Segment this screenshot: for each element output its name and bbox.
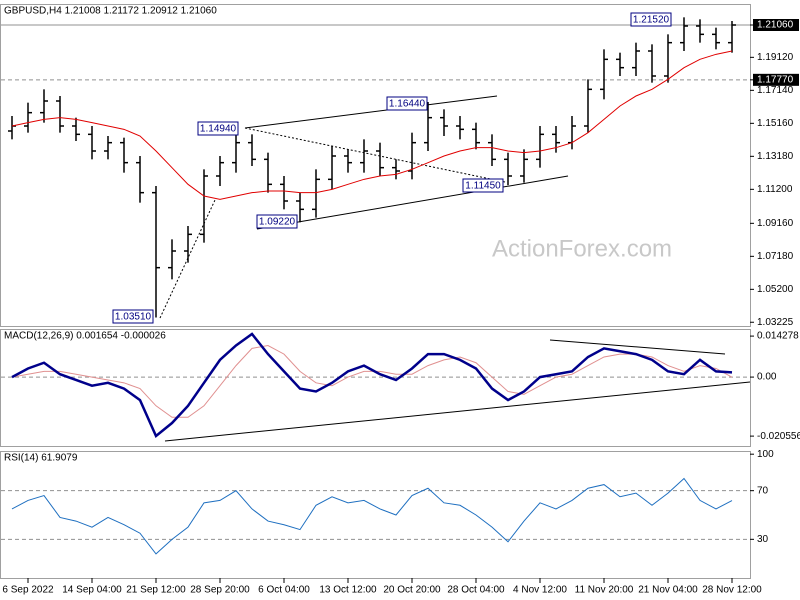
rsi-panel: [0, 451, 751, 579]
x-tick-label: 6 Sep 2022: [2, 585, 54, 596]
annotation-box: [462, 178, 504, 193]
x-tick-label: 13 Oct 12:00: [319, 585, 377, 596]
signal-line: [11, 344, 733, 418]
y-tick-label: 1.11200: [757, 184, 793, 195]
y-tick-label: 100: [757, 449, 774, 460]
price-marker: [753, 73, 799, 86]
macd-panel: [0, 329, 751, 447]
y-tick-label: 1.03225: [757, 317, 794, 328]
annotation-box: [386, 96, 428, 111]
trendline: [164, 381, 751, 442]
y-tick-label: 1.21060: [757, 20, 794, 31]
y-tick-label: 1.09160: [757, 218, 794, 229]
annotation-box: [256, 214, 298, 229]
x-tick-label: 28 Oct 04:00: [447, 585, 505, 596]
y-tick-label: -0.020556: [757, 431, 800, 442]
annotation-box: [630, 12, 672, 27]
annotation: 1.21520: [633, 15, 670, 26]
x-tick-label: 21 Sep 12:00: [126, 585, 186, 596]
annotation: 1.11450: [465, 181, 501, 192]
trendline: [244, 95, 498, 129]
annotation: 1.14940: [200, 124, 237, 135]
price-marker: [753, 19, 799, 31]
annotation: 1.09220: [259, 217, 296, 228]
price-panel: [0, 4, 751, 327]
y-tick-label: 1.13180: [757, 151, 794, 162]
moving-average: [11, 50, 733, 200]
macd-line: [11, 332, 733, 438]
macd-title: MACD(12,26,9) 0.001654 -0.000026: [4, 331, 166, 342]
y-tick-label: 70: [757, 485, 769, 496]
y-tick-label: 1.19120: [757, 52, 794, 63]
annotation: 1.16440: [389, 99, 426, 110]
y-tick-label: 1.05200: [757, 284, 794, 295]
y-tick-label: 1.07180: [757, 251, 794, 262]
annotation-box: [112, 309, 154, 324]
rsi-title: RSI(14) 61.9079: [4, 453, 78, 464]
y-tick-label: 1.15160: [757, 118, 794, 129]
x-tick-label: 6 Oct 04:00: [258, 585, 310, 596]
y-tick-label: 0.00: [757, 372, 777, 383]
y-tick-label: 1.17140: [757, 85, 794, 96]
x-tick-label: 28 Sep 20:00: [190, 585, 250, 596]
y-tick-label: 30: [757, 534, 769, 545]
x-tick-label: 28 Nov 12:00: [702, 585, 762, 596]
dotted-line: [244, 127, 506, 183]
rsi-line: [11, 477, 733, 555]
annotation: 1.03510: [115, 312, 152, 323]
trendline: [549, 339, 726, 355]
annotation-box: [197, 121, 239, 136]
x-tick-label: 14 Sep 04:00: [62, 585, 122, 596]
price-title: GBPUSD,H4 1.21008 1.21172 1.20912 1.2106…: [4, 6, 217, 17]
watermark: ActionForex.com: [492, 235, 672, 262]
x-tick-label: 20 Oct 20:00: [383, 585, 441, 596]
x-tick-label: 11 Nov 20:00: [575, 585, 634, 596]
x-tick-label: 4 Nov 12:00: [513, 585, 567, 596]
x-tick-label: 21 Nov 04:00: [638, 585, 698, 596]
y-tick-label: 0.014278: [757, 331, 799, 342]
y-tick-label: 1.17770: [757, 74, 794, 85]
trendline: [256, 175, 569, 230]
